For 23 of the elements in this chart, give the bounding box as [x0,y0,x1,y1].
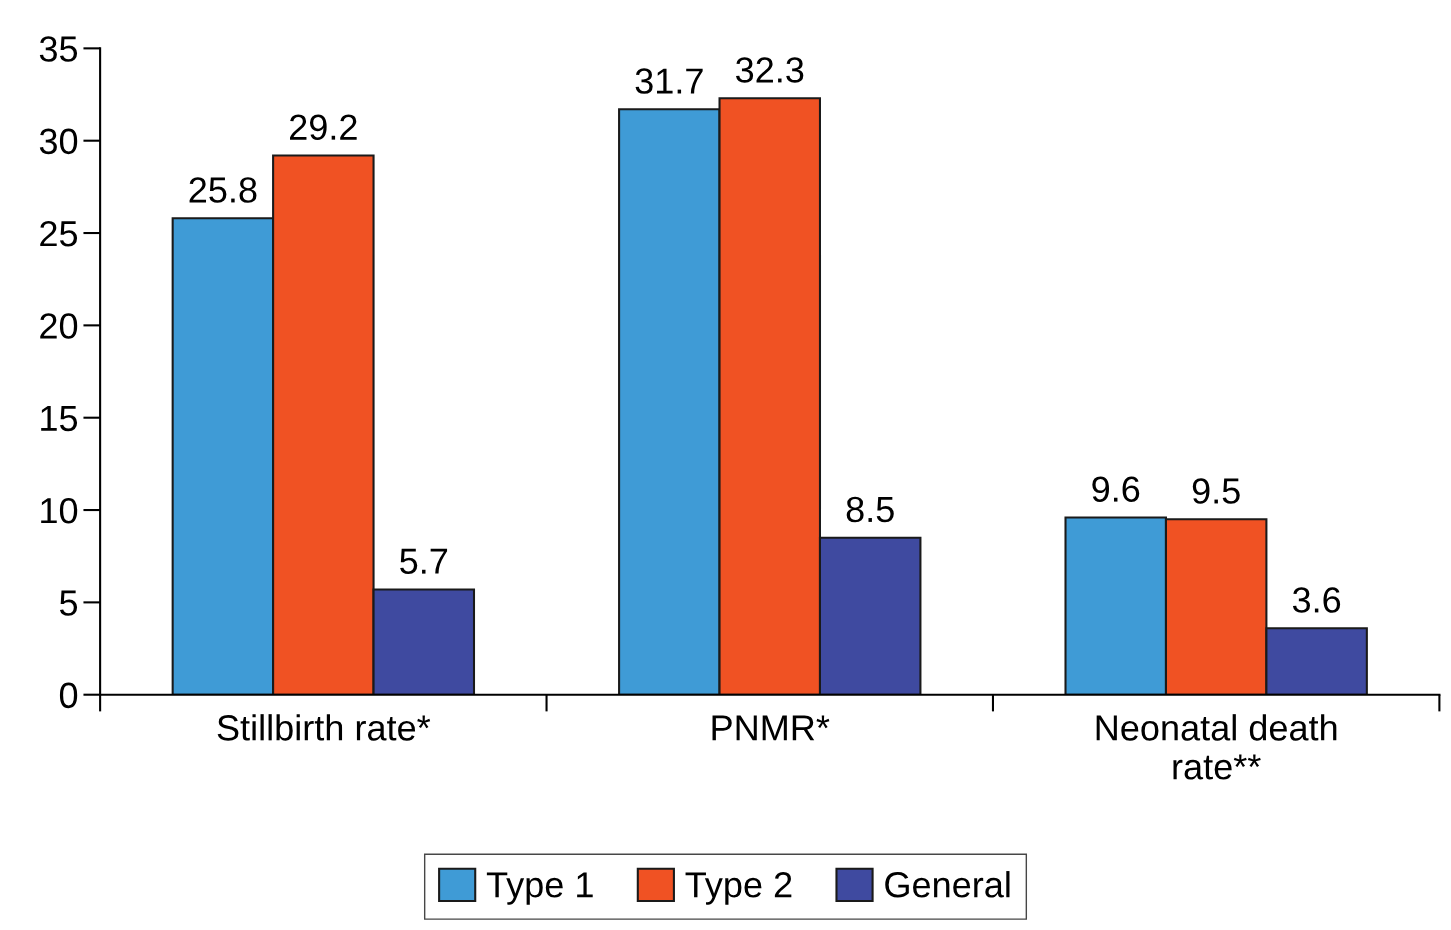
y-tick-label: 5 [59,590,78,616]
y-tick-label: 25 [40,220,78,247]
data-label: 29.2 [290,114,357,140]
data-label: 3.6 [1292,587,1341,613]
data-label: 32.3 [735,57,804,83]
y-tick-label: 0 [59,682,78,709]
y-tick-label: 15 [41,405,78,432]
x-tick-label: PNMR* [712,715,830,741]
y-tick-label: 10 [41,497,78,524]
data-label: 8.5 [846,496,894,523]
data-label: 31.7 [635,68,703,94]
legend-label: General [885,871,1010,898]
legend-label: Type 1 [486,872,593,905]
data-label: 9.5 [1192,478,1240,504]
y-tick-label: 30 [39,128,78,155]
data-label: 9.6 [1092,476,1140,502]
legend-label: Type 2 [685,872,792,905]
x-tick-label: Stillbirth rate* [217,714,431,741]
data-label: 5.7 [400,548,448,574]
data-label: 25.8 [189,177,257,203]
x-tick-label: Neonatal death rate** [1096,714,1337,780]
y-tick-label: 35 [39,36,78,62]
y-tick-label: 20 [40,313,78,339]
